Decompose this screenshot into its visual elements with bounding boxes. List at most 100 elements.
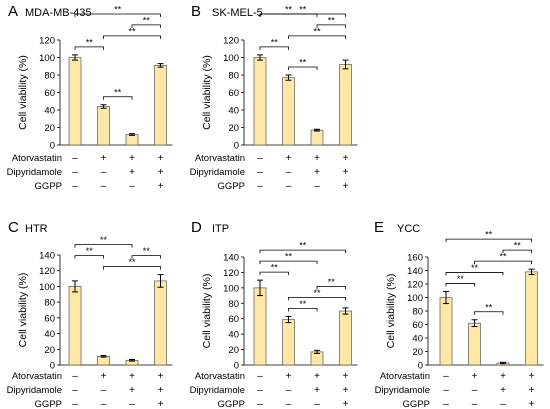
panel-title: HTR — [25, 223, 48, 235]
panel-title: MDA-MB-435 — [25, 7, 92, 19]
y-tick-label: 80 — [44, 298, 55, 309]
y-tick-label: 0 — [418, 361, 423, 372]
treatment-sign: + — [129, 385, 135, 396]
significance-label: ** — [299, 5, 307, 15]
treatment-sign: + — [158, 371, 164, 382]
significance-label: ** — [471, 263, 479, 273]
bar — [125, 134, 139, 146]
treatment-sign: + — [529, 399, 535, 409]
y-tick-label: 160 — [407, 253, 423, 264]
y-tick-label: 60 — [228, 88, 239, 99]
treatment-sign: + — [158, 399, 164, 409]
treatment-sign: + — [314, 385, 320, 396]
treatment-label: GGPP — [218, 181, 245, 192]
panel-label: D — [191, 219, 202, 236]
y-tick-label: 80 — [44, 71, 55, 82]
treatment-label: Dipyridamole — [190, 167, 245, 178]
bar — [310, 129, 324, 146]
y-axis-title: Cell viability (%) — [385, 274, 397, 349]
bar — [68, 286, 82, 366]
treatment-sign: + — [343, 399, 349, 409]
significance-label: ** — [328, 277, 336, 287]
treatment-sign: – — [101, 167, 107, 178]
treatment-sign: – — [443, 371, 449, 382]
significance-bracket — [103, 266, 161, 270]
y-tick-label: 100 — [223, 53, 239, 64]
treatment-sign: + — [158, 385, 164, 396]
significance-label: ** — [271, 263, 279, 273]
y-tick-label: 140 — [223, 253, 239, 264]
y-tick-label: 120 — [39, 36, 55, 47]
treatment-sign: – — [257, 181, 263, 192]
significance-bracket — [259, 271, 289, 276]
treatment-sign: – — [314, 181, 320, 192]
significance-label: ** — [299, 299, 307, 309]
treatment-sign: + — [158, 181, 164, 192]
significance-bracket — [316, 24, 346, 28]
bar — [154, 65, 167, 146]
treatment-sign: – — [101, 181, 107, 192]
treatment-sign: – — [72, 167, 78, 178]
significance-bracket — [288, 35, 346, 39]
treatment-sign: – — [257, 399, 263, 409]
significance-bracket — [74, 244, 133, 248]
y-tick-label: 100 — [39, 282, 55, 293]
y-tick-label: 80 — [412, 307, 423, 318]
y-tick-label: 20 — [228, 345, 239, 356]
y-axis-title: Cell viability (%) — [17, 273, 29, 348]
significance-bracket — [288, 66, 318, 70]
significance-label: ** — [299, 241, 307, 251]
treatment-sign: – — [500, 399, 506, 409]
bar — [468, 322, 481, 366]
bar — [339, 310, 352, 366]
significance-label: ** — [499, 252, 507, 262]
treatment-sign: + — [343, 181, 349, 192]
y-tick-label: 100 — [407, 293, 423, 304]
treatment-sign: – — [472, 385, 478, 396]
significance-bracket — [103, 35, 161, 39]
treatment-sign: – — [286, 167, 292, 178]
treatment-sign: – — [72, 385, 78, 396]
bar — [282, 77, 295, 146]
significance-bracket — [103, 96, 133, 100]
treatment-label: GGPP — [218, 399, 245, 409]
treatment-sign: – — [72, 399, 78, 409]
panel-label: B — [191, 3, 201, 20]
bar — [97, 356, 110, 366]
bar — [282, 319, 295, 366]
y-tick-label: 60 — [228, 314, 239, 325]
bar — [525, 271, 538, 366]
significance-bracket — [474, 311, 504, 315]
treatment-sign: + — [314, 167, 320, 178]
treatment-label: GGPP — [403, 399, 430, 409]
y-tick-label: 20 — [412, 347, 423, 358]
treatment-sign: + — [286, 153, 292, 164]
significance-label: ** — [128, 257, 136, 267]
treatment-sign: – — [72, 371, 78, 382]
significance-label: ** — [313, 288, 321, 298]
bar — [253, 287, 267, 366]
y-tick-label: 140 — [407, 266, 423, 277]
y-tick-label: 20 — [44, 123, 55, 134]
treatment-sign: – — [257, 385, 263, 396]
treatment-sign: + — [158, 153, 164, 164]
treatment-sign: + — [101, 153, 107, 164]
treatment-label: Dipyridamole — [7, 385, 62, 396]
significance-bracket — [74, 13, 161, 17]
bar — [339, 64, 352, 146]
treatment-label: Atorvastatin — [12, 153, 62, 164]
treatment-sign: + — [101, 371, 107, 382]
treatment-label: Dipyridamole — [7, 167, 62, 178]
significance-bracket — [259, 249, 346, 254]
treatment-sign: – — [101, 385, 107, 396]
treatment-sign: + — [129, 371, 135, 382]
y-tick-label: 0 — [50, 361, 55, 372]
y-tick-label: 40 — [412, 334, 423, 345]
significance-bracket — [74, 255, 104, 259]
treatment-label: Atorvastatin — [380, 371, 430, 382]
significance-label: ** — [128, 26, 136, 36]
treatment-sign: – — [286, 399, 292, 409]
treatment-label: Atorvastatin — [195, 371, 245, 382]
treatment-sign: + — [343, 167, 349, 178]
